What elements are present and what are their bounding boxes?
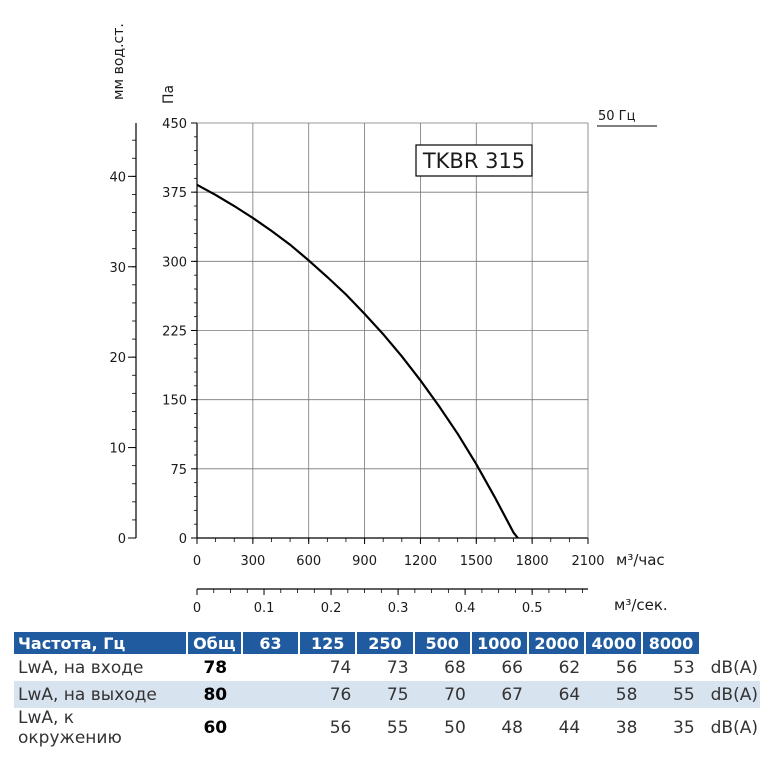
- row-total: 78: [203, 657, 228, 678]
- cell-4000: 56: [615, 657, 638, 678]
- x2-tick-label: 0.5: [522, 601, 543, 616]
- row-unit: dB(A): [710, 657, 758, 678]
- y-left-tick-label: 40: [109, 170, 126, 185]
- cell-250: 55: [386, 718, 409, 738]
- x-tick-label: 1500: [460, 554, 493, 569]
- row-label: LwA, к окружению: [18, 708, 122, 748]
- column-header-125: 125: [300, 632, 358, 654]
- fan-performance-chart: 0 75 150 225 300 375 450 0 10 20 30 40 0 300 600 900 120…: [109, 23, 668, 616]
- cell-63: [243, 654, 300, 681]
- y-left-tick-label: 10: [109, 442, 126, 457]
- cell-2000: 64: [528, 681, 587, 708]
- y-tick-label: 0: [179, 532, 187, 547]
- row-total: 60: [203, 718, 228, 738]
- column-header-unit: [700, 632, 760, 654]
- cell-8000: 53: [673, 657, 695, 678]
- column-header-total: Общ: [187, 632, 243, 654]
- chart-grid: [197, 123, 588, 538]
- x2-axis-label: м³/сек.: [614, 596, 668, 614]
- x-tick-label: 300: [240, 554, 265, 569]
- row-unit: dB(A): [700, 681, 760, 708]
- frequency-label: 50 Гц: [598, 109, 636, 124]
- table-header-row: Частота, Гц Общ 63 125 250 500 1000 2000…: [14, 632, 760, 654]
- y-axis-label: Па: [161, 85, 177, 104]
- cell-500: 70: [414, 681, 472, 708]
- cell-250: 73: [386, 657, 409, 678]
- x2-tick-label: 0.2: [321, 601, 342, 616]
- x-axis-label: м³/час: [616, 551, 665, 569]
- cell-500: 68: [444, 657, 466, 678]
- cell-8000: 55: [643, 681, 701, 708]
- column-header-4000: 4000: [586, 632, 644, 654]
- chart-title: TKBR 315: [422, 149, 525, 173]
- cell-250: 75: [357, 681, 415, 708]
- cell-4000: 38: [615, 718, 638, 738]
- y-tick-label: 150: [162, 394, 187, 409]
- table-row: LwA, на входе 78 74 73 68 66 62 56 53 dB…: [14, 654, 760, 681]
- cell-63: [242, 681, 301, 708]
- chart-ticks: 0 75 150 225 300 375 450 0 10 20 30 40 0 300 600 900 120…: [109, 117, 604, 616]
- x-tick-label: 600: [296, 554, 321, 569]
- x2-tick-label: 0.3: [388, 601, 409, 616]
- cell-8000: 35: [673, 718, 695, 738]
- cell-4000: 58: [586, 681, 644, 708]
- x-tick-label: 1200: [404, 554, 437, 569]
- column-header-1000: 1000: [471, 632, 529, 654]
- column-header-63: 63: [242, 632, 301, 654]
- y-left-axis-label: мм вод.ст.: [111, 23, 127, 100]
- chart-title-box: [415, 144, 533, 177]
- x2-tick-label: 0.4: [455, 601, 476, 616]
- y-tick-label: 225: [162, 325, 187, 340]
- y-left-tick-label: 30: [109, 261, 126, 276]
- y-left-tick-label: 0: [118, 532, 126, 547]
- row-unit: dB(A): [710, 718, 758, 738]
- column-header-250: 250: [357, 632, 415, 654]
- column-header-2000: 2000: [528, 632, 587, 654]
- y-tick-label: 300: [162, 255, 187, 270]
- performance-curve: [196, 183, 519, 539]
- column-header-frequency: Частота, Гц: [14, 632, 188, 654]
- row-total: 80: [187, 681, 243, 708]
- x2-tick-label: 0.1: [254, 601, 275, 616]
- y-tick-label: 75: [170, 463, 187, 478]
- cell-1000: 66: [501, 657, 523, 678]
- row-label: LwA, на входе: [18, 657, 144, 678]
- x2-tick-label: 0: [193, 601, 201, 616]
- column-header-8000: 8000: [643, 632, 701, 654]
- cell-1000: 48: [501, 718, 523, 738]
- table-row: LwA, к окружению 60 56 55 50 48 44 38 35…: [14, 708, 760, 748]
- cell-2000: 44: [558, 718, 581, 738]
- cell-2000: 62: [558, 657, 581, 678]
- y-tick-label: 450: [162, 117, 187, 132]
- chart-axes: [135, 122, 589, 590]
- x-tick-label: 2100: [571, 554, 604, 569]
- x-tick-label: 900: [352, 554, 377, 569]
- y-left-tick-label: 20: [109, 351, 126, 366]
- row-label: LwA, на выходе: [14, 681, 188, 708]
- y-tick-label: 375: [162, 186, 187, 201]
- cell-1000: 67: [471, 681, 529, 708]
- cell-500: 50: [444, 718, 466, 738]
- x-tick-label: 1800: [516, 554, 549, 569]
- cell-63: [243, 708, 300, 748]
- cell-125: 74: [329, 657, 352, 678]
- cell-125: 76: [300, 681, 358, 708]
- cell-125: 56: [329, 718, 352, 738]
- noise-level-table: Частота, Гц Общ 63 125 250 500 1000 2000…: [14, 632, 760, 748]
- x-tick-label: 0: [193, 554, 201, 569]
- column-header-500: 500: [414, 632, 472, 654]
- table-row: LwA, на выходе 80 76 75 70 67 64 58 55 d…: [14, 681, 760, 708]
